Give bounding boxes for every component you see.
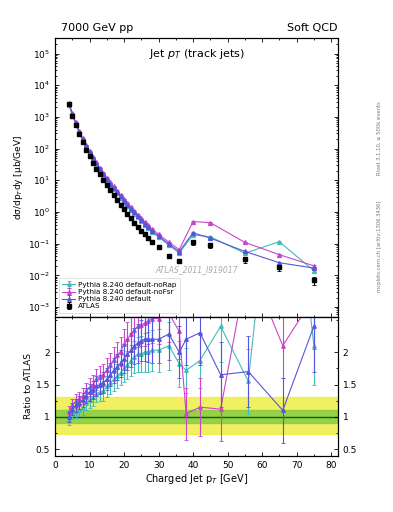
Legend: Pythia 8.240 default-noRap, Pythia 8.240 default-noFsr, Pythia 8.240 default, AT: Pythia 8.240 default-noRap, Pythia 8.240… — [59, 279, 180, 313]
Text: 7000 GeV pp: 7000 GeV pp — [61, 23, 133, 33]
Y-axis label: dσ/dp$_{T}$dy [μb/GeV]: dσ/dp$_{T}$dy [μb/GeV] — [12, 135, 25, 220]
Text: mcplots.cern.ch [arXiv:1306.3436]: mcplots.cern.ch [arXiv:1306.3436] — [377, 200, 382, 291]
Y-axis label: Ratio to ATLAS: Ratio to ATLAS — [24, 353, 33, 419]
Text: Rivet 3.1.10, ≥ 500k events: Rivet 3.1.10, ≥ 500k events — [377, 101, 382, 175]
Text: Jet $p_T$ (track jets): Jet $p_T$ (track jets) — [149, 47, 244, 61]
Text: ATLAS_2011_I919017: ATLAS_2011_I919017 — [155, 265, 238, 274]
X-axis label: Charged Jet p$_T$ [GeV]: Charged Jet p$_T$ [GeV] — [145, 472, 248, 486]
Text: Soft QCD: Soft QCD — [287, 23, 337, 33]
